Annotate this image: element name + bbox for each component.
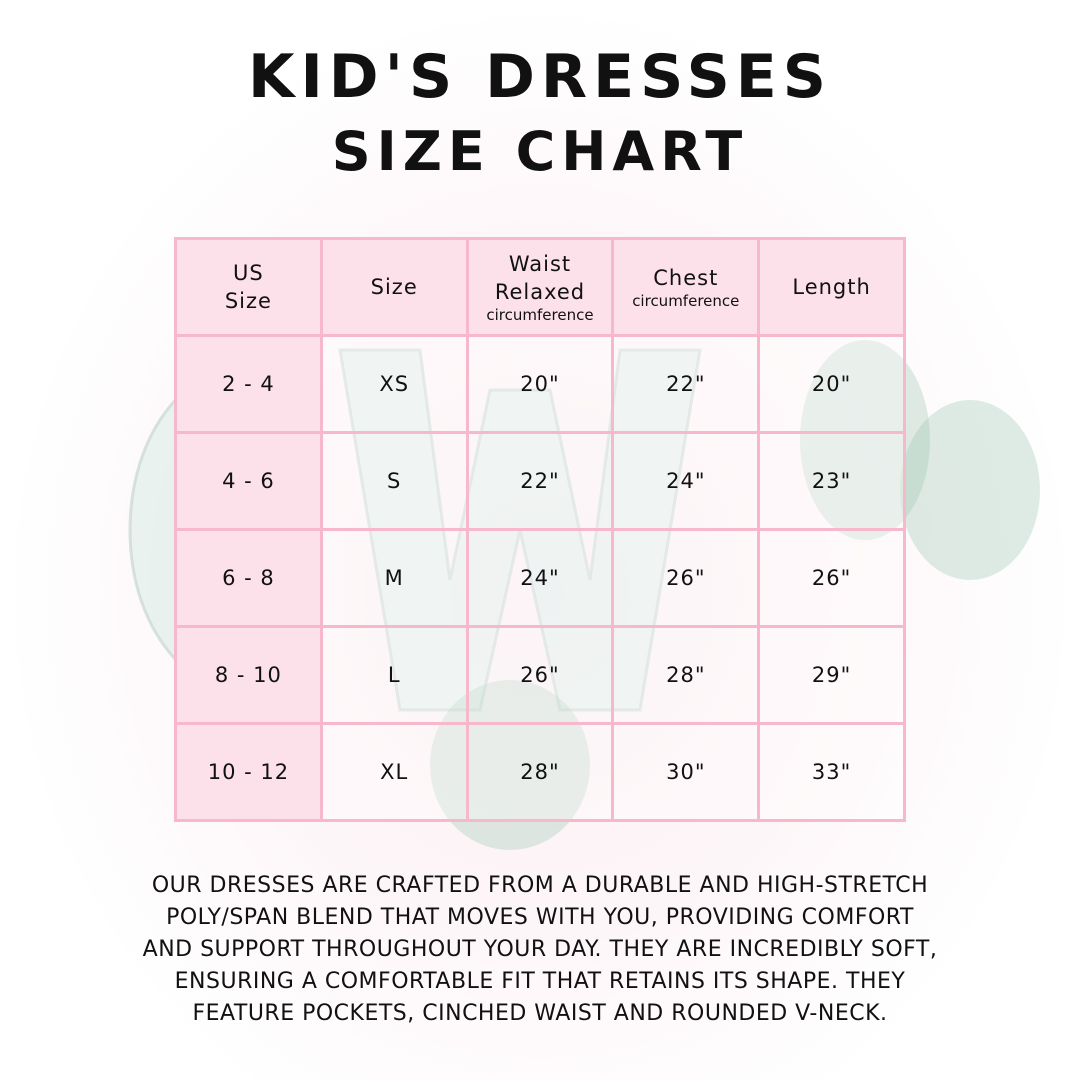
cell-us-size: 10 - 12 (174, 722, 323, 822)
cell-size: S (319, 431, 469, 531)
description-line: and support throughout your day. They ar… (142, 937, 938, 962)
cell-us-size: 8 - 10 (174, 625, 323, 725)
size-chart-table: US Size Size Waist Relaxed circumference Ch… (174, 237, 906, 822)
description-line: feature pockets, cinched waist and round… (192, 1001, 888, 1026)
cell-size: XS (319, 334, 469, 434)
header-us-size: US Size (174, 237, 323, 337)
cell-chest: 30" (611, 722, 761, 822)
cell-size: L (319, 625, 469, 725)
description-line: poly/span blend that moves with you, pro… (166, 905, 914, 930)
cell-length: 26" (757, 528, 906, 628)
cell-waist: 22" (465, 431, 615, 531)
table-row: 6 - 8 M 24" 26" 26" (174, 528, 906, 628)
description-line: Our dresses are crafted from a durable a… (151, 873, 929, 898)
cell-waist: 20" (465, 334, 615, 434)
page-title: KID'S DRESSES (247, 42, 832, 112)
cell-length: 23" (757, 431, 906, 531)
cell-length: 33" (757, 722, 906, 822)
cell-size: XL (319, 722, 469, 822)
cell-us-size: 6 - 8 (174, 528, 323, 628)
cell-us-size: 4 - 6 (174, 431, 323, 531)
cactus-decoration (900, 400, 1040, 580)
cell-size: M (319, 528, 469, 628)
cell-chest: 26" (611, 528, 761, 628)
header-waist: Waist Relaxed circumference (465, 237, 615, 337)
cell-chest: 28" (611, 625, 761, 725)
cell-chest: 24" (611, 431, 761, 531)
cell-waist: 28" (465, 722, 615, 822)
cell-waist: 24" (465, 528, 615, 628)
table-row: 10 - 12 XL 28" 30" 33" (174, 722, 906, 822)
cell-chest: 22" (611, 334, 761, 434)
header-length: Length (757, 237, 906, 337)
table-row: 2 - 4 XS 20" 22" 20" (174, 334, 906, 434)
cell-us-size: 2 - 4 (174, 334, 323, 434)
cell-length: 29" (757, 625, 906, 725)
header-chest: Chest circumference (611, 237, 761, 337)
cell-length: 20" (757, 334, 906, 434)
product-description: Our dresses are crafted from a durable a… (0, 870, 1080, 1030)
description-line: ensuring a comfortable fit that retains … (174, 969, 906, 994)
table-row: 4 - 6 S 22" 24" 23" (174, 431, 906, 531)
header-row: US Size Size Waist Relaxed circumference Ch… (174, 237, 906, 337)
header-size: Size (319, 237, 469, 337)
page-subtitle: SIZE CHART (331, 120, 749, 183)
cell-waist: 26" (465, 625, 615, 725)
table-row: 8 - 10 L 26" 28" 29" (174, 625, 906, 725)
